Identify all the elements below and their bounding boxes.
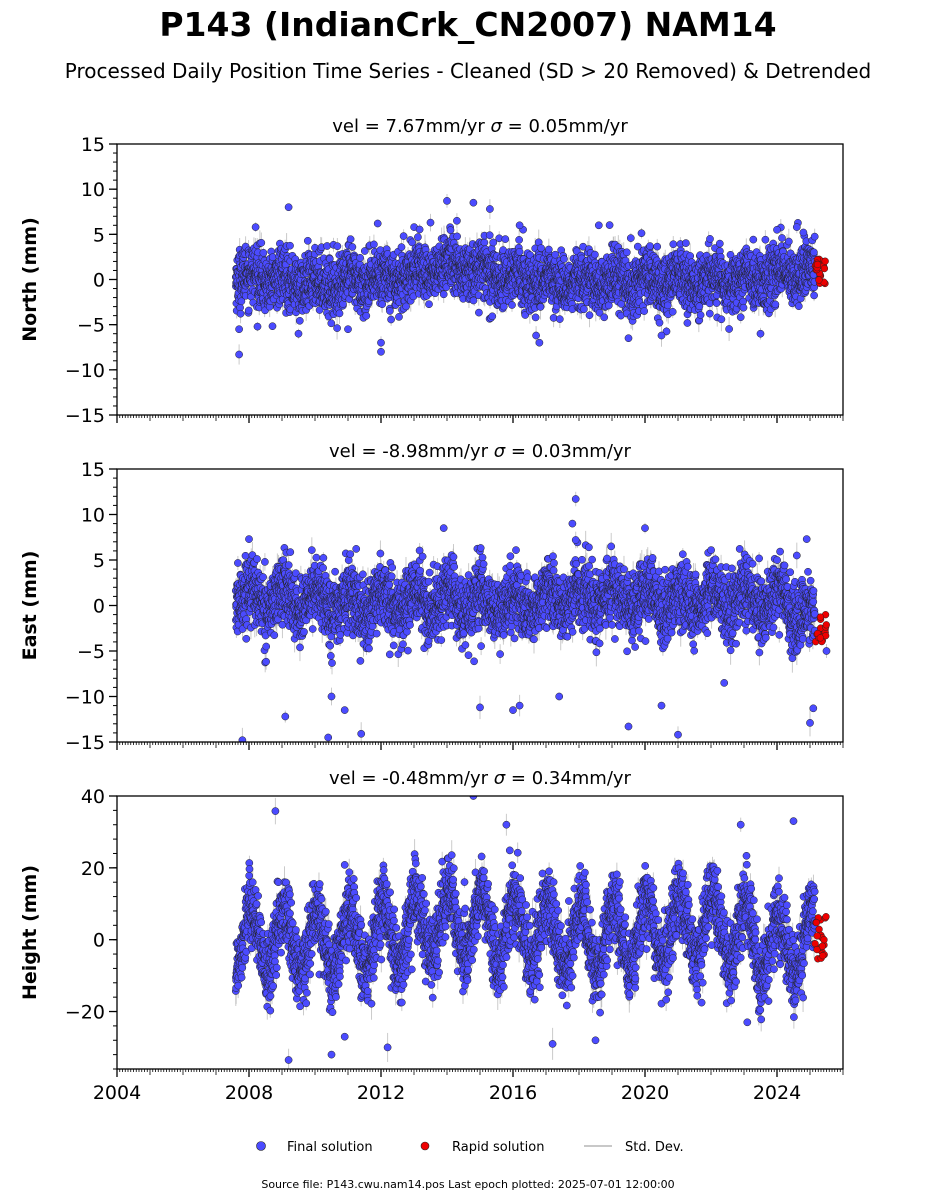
final-point [414, 233, 422, 241]
final-point [515, 236, 523, 244]
chart-subtitle: Processed Daily Position Time Series - C… [65, 59, 871, 83]
final-point [327, 319, 336, 328]
final-point [508, 301, 516, 309]
final-point [295, 316, 304, 325]
final-point [531, 313, 540, 322]
final-point [378, 300, 387, 309]
final-point [236, 309, 245, 318]
final-point [286, 241, 294, 250]
final-point [415, 225, 424, 234]
final-point [669, 240, 678, 249]
final-point [515, 247, 524, 256]
final-point [244, 306, 253, 315]
final-point [395, 313, 403, 321]
final-point [501, 235, 510, 243]
final-point [653, 242, 662, 251]
final-point [600, 313, 609, 322]
final-point [439, 290, 448, 299]
final-point [646, 242, 654, 250]
final-point [346, 235, 355, 244]
final-point [399, 232, 408, 240]
final-point [303, 236, 312, 245]
final-point [333, 242, 342, 251]
final-point [626, 234, 635, 242]
final-point [425, 300, 433, 309]
final-point [475, 308, 483, 317]
final-point [551, 250, 560, 259]
final-point [580, 305, 588, 314]
final-point [585, 311, 594, 320]
final-point [253, 322, 262, 331]
final-point [446, 226, 455, 234]
final-point [536, 303, 545, 311]
y-axis-label: North (mm) [19, 217, 41, 342]
final-point [259, 248, 268, 257]
final-point [387, 315, 395, 324]
final-point [257, 238, 266, 247]
final-point [544, 245, 553, 254]
final-point [560, 255, 568, 263]
panel-title: vel = 7.67mm/yr σ = 0.05mm/yr [332, 116, 628, 137]
final-point [605, 221, 614, 229]
final-point [655, 318, 664, 327]
final-point [622, 248, 631, 257]
final-point [333, 324, 341, 332]
final-point [488, 312, 497, 321]
final-point [549, 314, 558, 322]
final-solution-series [231, 197, 819, 359]
final-point [335, 309, 344, 318]
final-point [315, 306, 324, 314]
final-point [668, 307, 677, 316]
final-point [637, 229, 646, 238]
final-point [386, 307, 394, 315]
final-point [323, 242, 331, 250]
final-point [348, 243, 357, 251]
final-point [555, 315, 564, 323]
final-point [453, 232, 461, 241]
final-point [268, 322, 277, 331]
final-point [370, 240, 378, 249]
final-point [362, 311, 371, 320]
final-point [237, 297, 246, 306]
final-point [480, 238, 489, 247]
final-point [591, 250, 599, 259]
final-point [268, 253, 277, 262]
final-point [663, 301, 672, 310]
final-point [485, 231, 494, 240]
final-point [356, 253, 364, 262]
chart-title: P143 (IndianCrk_CN2007) NAM14 [159, 5, 776, 44]
final-point [640, 307, 649, 315]
final-point [397, 243, 406, 251]
